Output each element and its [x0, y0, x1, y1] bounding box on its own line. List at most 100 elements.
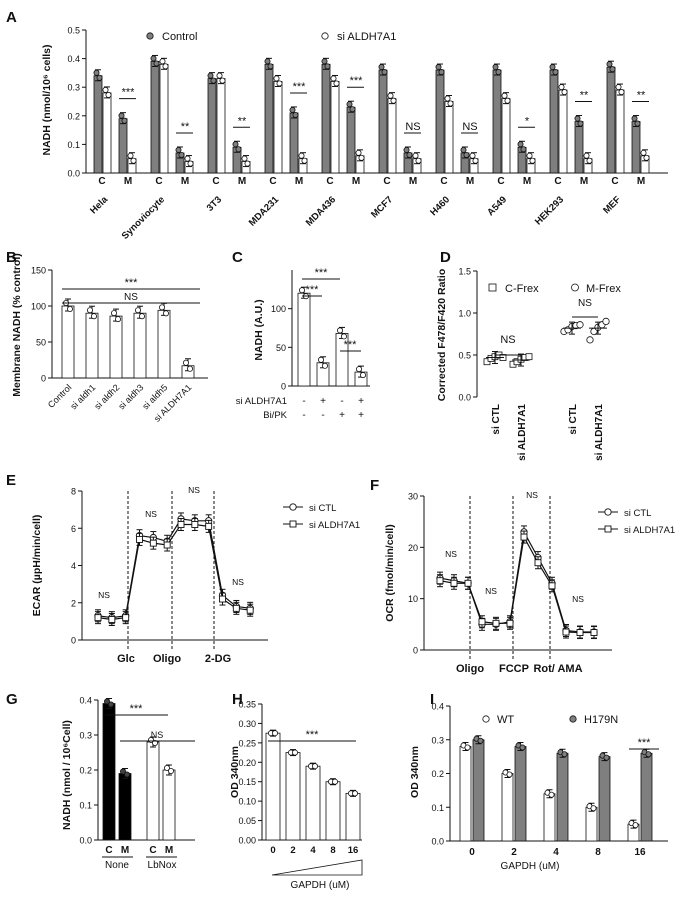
data-point — [102, 86, 109, 93]
data-point — [301, 157, 308, 164]
bar — [387, 98, 397, 174]
row-sign: + — [339, 410, 345, 421]
bar — [85, 312, 99, 379]
data-point — [105, 91, 112, 98]
sublabel-m: M — [352, 176, 360, 187]
group-label-none: None — [105, 860, 129, 871]
panel-i-y-tick-label: 0.4 — [431, 702, 444, 712]
data-point — [149, 539, 157, 547]
panel-e-y-tick-label: 4 — [71, 561, 76, 571]
data-point — [602, 317, 610, 325]
panel-h-y-tick-label: 0.15 — [238, 777, 256, 787]
panel-e-y-tick-label: 2 — [71, 598, 76, 608]
category-label: 4 — [310, 845, 316, 856]
bar — [109, 315, 123, 379]
data-point — [643, 154, 650, 161]
category-label: 8 — [330, 845, 335, 856]
bar — [118, 118, 128, 174]
x-axis-label: GAPDH (uM) — [291, 880, 350, 891]
significance-label: NS — [578, 298, 592, 309]
data-point — [120, 768, 127, 775]
data-point — [207, 72, 214, 79]
panel-label-B: B — [6, 249, 17, 266]
data-point — [87, 307, 94, 314]
panel-label-G: G — [6, 691, 18, 708]
bar — [207, 78, 217, 174]
data-point — [464, 579, 472, 587]
data-point — [235, 146, 242, 153]
data-point — [205, 522, 213, 530]
bar — [289, 112, 299, 174]
sublabel-c: C — [155, 176, 162, 187]
panel-c-y-axis-label: NADH (A.U.) — [253, 299, 265, 360]
data-point — [548, 582, 556, 590]
bar — [325, 781, 341, 841]
bar — [514, 746, 527, 842]
significance-label: *** — [122, 87, 136, 99]
data-point — [506, 619, 514, 627]
data-point — [351, 790, 358, 797]
legend-label: si CTL — [624, 508, 651, 519]
group-label-MEF: MEF — [601, 194, 623, 216]
panel-c-y-tick-label: 100 — [271, 304, 286, 314]
data-point — [246, 606, 254, 614]
data-point — [548, 791, 555, 798]
significance-label: ** — [238, 115, 247, 127]
data-point — [412, 152, 419, 159]
data-point — [450, 579, 458, 587]
data-point — [552, 69, 559, 76]
legend-marker-cfrex — [488, 283, 497, 292]
bar — [615, 89, 625, 174]
bar — [321, 63, 331, 174]
panel-f-y-tick-label: 10 — [408, 594, 418, 604]
category-label: 2 — [511, 847, 517, 858]
significance-label: ** — [637, 90, 646, 102]
panel-label-C: C — [232, 249, 243, 266]
panel-label-I: I — [430, 691, 434, 708]
bar — [640, 752, 653, 842]
group-label-MDA231: MDA231 — [247, 194, 282, 229]
panel-b-y-tick-label: 150 — [31, 266, 46, 276]
bar — [501, 98, 511, 174]
bar — [285, 752, 301, 841]
x-axis-label: GAPDH (uM) — [501, 861, 560, 872]
panel-b-y-tick-label: 50 — [36, 338, 46, 348]
data-point — [91, 313, 98, 320]
sublabel-c: C — [611, 176, 618, 187]
data-point — [492, 64, 499, 71]
injection-label: Oligo — [456, 663, 484, 675]
significance-label: NS — [572, 594, 584, 604]
bar — [93, 75, 103, 174]
data-point — [115, 316, 122, 323]
data-point — [158, 304, 165, 311]
data-point — [529, 157, 536, 164]
data-point — [631, 115, 638, 122]
data-point — [549, 64, 556, 71]
legend-marker — [289, 503, 297, 511]
sublabel-c: C — [212, 176, 219, 187]
sublabel-c: C — [326, 176, 333, 187]
group-label-Synoviocyte: Synoviocyte — [120, 194, 167, 241]
bar — [102, 703, 116, 841]
data-point — [317, 356, 324, 363]
data-point — [219, 77, 226, 84]
data-point — [219, 595, 226, 603]
data-point — [138, 313, 145, 320]
panel-i-y-tick-label: 0.1 — [431, 803, 444, 813]
sublabel-m: M — [124, 176, 132, 187]
significance-label: NS — [145, 509, 157, 519]
bar — [273, 81, 283, 174]
legend-label-control: Control — [162, 31, 197, 43]
data-point — [191, 521, 199, 528]
panel-b-y-tick-label: 0 — [41, 374, 46, 384]
sublabel-m: M — [580, 176, 588, 187]
data-point — [574, 115, 581, 122]
group-label-H460: H460 — [428, 194, 452, 218]
row-sign: + — [358, 396, 364, 407]
data-point — [387, 92, 394, 99]
panel-label-F: F — [370, 477, 379, 494]
significance-label: *** — [293, 81, 307, 93]
bar — [265, 732, 281, 841]
panel-g-y-tick-label: 0.0 — [79, 836, 92, 846]
sublabel-c: C — [98, 176, 105, 187]
